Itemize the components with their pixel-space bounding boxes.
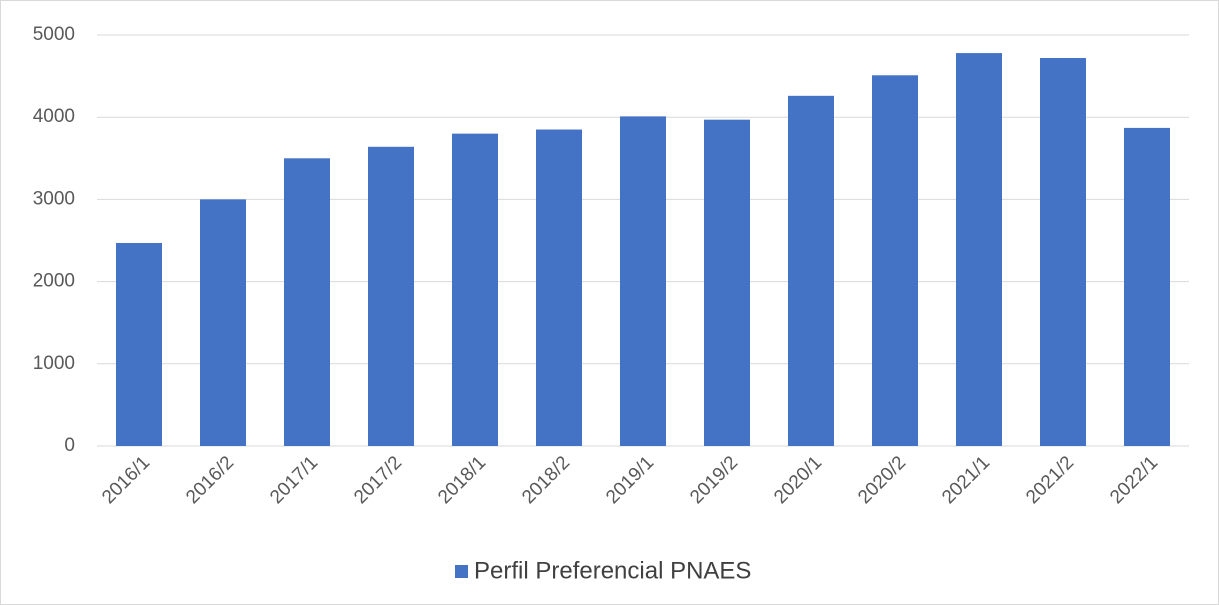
bar bbox=[620, 116, 666, 447]
bar bbox=[452, 133, 498, 446]
y-tick-label: 4000 bbox=[33, 106, 75, 127]
y-tick-label: 3000 bbox=[33, 188, 75, 209]
y-tick-label: 2000 bbox=[33, 271, 75, 292]
y-tick-label: 1000 bbox=[33, 353, 75, 374]
bar bbox=[368, 146, 414, 447]
y-tick-label: 5000 bbox=[33, 24, 75, 45]
bar bbox=[1040, 58, 1086, 447]
bar bbox=[1124, 127, 1170, 447]
legend-marker bbox=[455, 565, 468, 578]
bar bbox=[200, 199, 246, 446]
y-tick-label: 0 bbox=[64, 435, 75, 456]
legend-label: Perfil Preferencial PNAES bbox=[474, 557, 751, 584]
bar bbox=[704, 119, 750, 446]
bar bbox=[116, 242, 162, 446]
bar bbox=[284, 158, 330, 447]
bar bbox=[956, 53, 1002, 447]
bar bbox=[788, 95, 834, 446]
bar bbox=[872, 75, 918, 446]
bar bbox=[536, 129, 582, 446]
